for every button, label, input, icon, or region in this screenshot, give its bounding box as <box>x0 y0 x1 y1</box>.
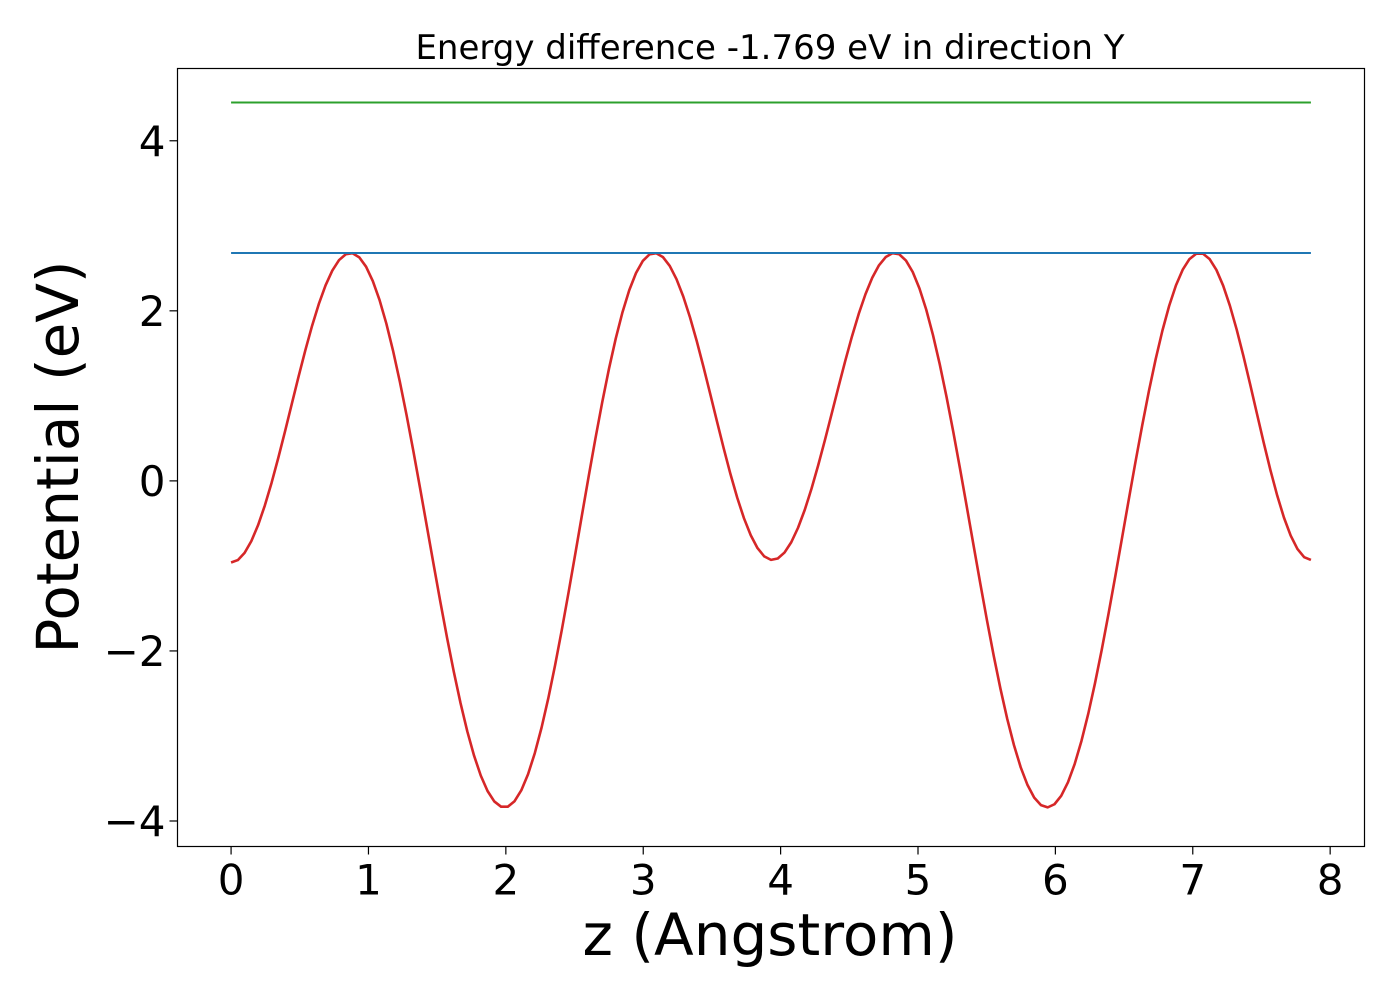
y-axis-label: Potential (eV) <box>24 260 92 653</box>
y-axis-ticks: −4 −2 0 2 4 <box>104 117 178 846</box>
y-tick-label: −2 <box>104 627 166 676</box>
x-axis-label: z (Angstrom) <box>583 901 958 969</box>
y-tick-label: 2 <box>139 287 166 336</box>
axes-frame <box>176 67 1366 848</box>
x-axis-ticks: 0 1 2 3 4 5 6 7 8 <box>218 846 1344 905</box>
y-tick-label: 0 <box>139 457 166 506</box>
x-tick-label: 4 <box>767 856 794 905</box>
y-tick-label: −4 <box>104 797 166 846</box>
series-line-1 <box>230 251 1312 809</box>
x-tick-label: 5 <box>905 856 932 905</box>
chart-title: Energy difference -1.769 eV in direction… <box>415 28 1124 68</box>
plot-lines <box>230 101 1312 809</box>
x-tick-label: 8 <box>1317 856 1344 905</box>
x-tick-label: 6 <box>1042 856 1069 905</box>
x-tick-label: 1 <box>355 856 382 905</box>
x-tick-label: 0 <box>218 856 245 905</box>
x-tick-label: 3 <box>630 856 657 905</box>
x-tick-label: 2 <box>492 856 519 905</box>
y-tick-label: 4 <box>139 117 166 166</box>
x-tick-label: 7 <box>1179 856 1206 905</box>
